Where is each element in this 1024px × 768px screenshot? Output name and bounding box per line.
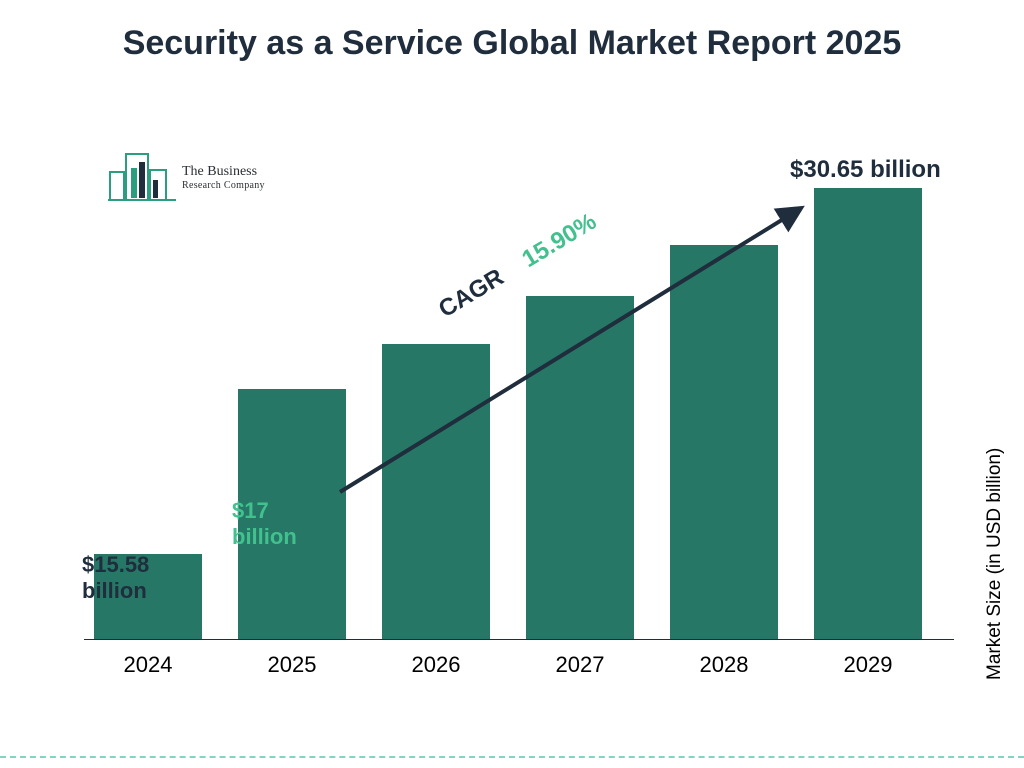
- bar-chart: 2024 2025 2026 2027 2028 2029: [84, 150, 954, 680]
- x-label-2027: 2027: [516, 652, 644, 678]
- value-callout-0: $15.58 billion: [82, 552, 202, 604]
- chart-canvas: Security as a Service Global Market Repo…: [0, 0, 1024, 768]
- bar-2026: [382, 344, 490, 639]
- x-label-2028: 2028: [660, 652, 788, 678]
- value-callout-2: $30.65 billion: [790, 156, 990, 184]
- bar-2028: [670, 245, 778, 639]
- chart-title: Security as a Service Global Market Repo…: [0, 22, 1024, 65]
- x-label-2025: 2025: [228, 652, 356, 678]
- x-label-2024: 2024: [84, 652, 212, 678]
- value-callout-1: $17 billion: [232, 498, 332, 550]
- bar-2027: [526, 296, 634, 639]
- x-label-2029: 2029: [804, 652, 932, 678]
- x-axis-line: [84, 639, 954, 640]
- footer-divider: [0, 756, 1024, 758]
- bar-2029: [814, 188, 922, 639]
- x-label-2026: 2026: [372, 652, 500, 678]
- y-axis-label: Market Size (in USD billion): [984, 448, 1006, 680]
